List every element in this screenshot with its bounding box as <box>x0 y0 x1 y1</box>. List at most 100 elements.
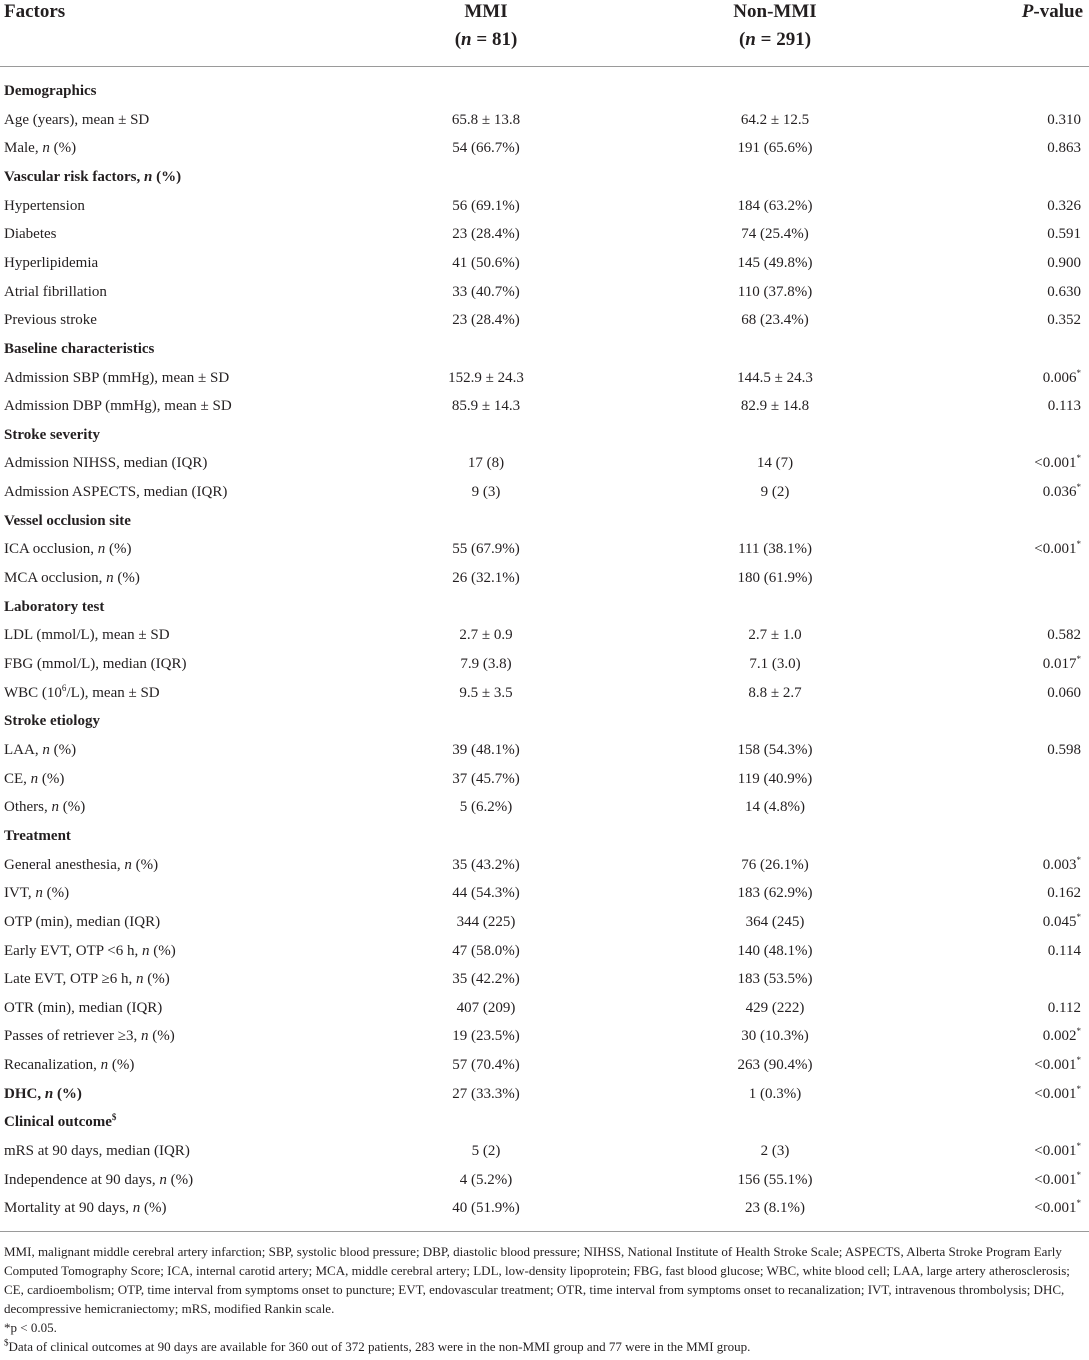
p-value: <0.001* <box>1034 1055 1081 1074</box>
table-row: Independence at 90 days, n (%) 4 (5.2%) 15… <box>0 1166 1089 1195</box>
factor-label: Previous stroke <box>4 312 97 329</box>
mmi-value: 40 (51.9%) <box>452 1200 520 1217</box>
p-value: 0.017* <box>1042 654 1081 673</box>
section-header-row: Stroke etiology <box>0 707 1089 736</box>
header-mmi-n-symbol: n <box>461 29 472 50</box>
factor-label: CE, n (%) <box>4 770 65 787</box>
non-mmi-value: 68 (23.4%) <box>741 312 809 329</box>
factor-label: Independence at 90 days, n (%) <box>4 1171 194 1188</box>
mmi-value: 54 (66.7%) <box>452 140 520 157</box>
factor-label: Diabetes <box>4 226 57 243</box>
factor-label: Early EVT, OTP <6 h, n (%) <box>4 942 176 959</box>
factor-label: Admission NIHSS, median (IQR) <box>4 455 208 472</box>
non-mmi-value: 156 (55.1%) <box>737 1171 813 1188</box>
p-value: 0.598 <box>1047 741 1081 758</box>
mmi-value: 33 (40.7%) <box>452 283 520 300</box>
non-mmi-value: 263 (90.4%) <box>737 1057 813 1074</box>
section-header-row: Stroke severity <box>0 421 1089 450</box>
table-row: General anesthesia, n (%) 35 (43.2%) 76 (2… <box>0 851 1089 880</box>
footnote-clinical-outcomes: $Data of clinical outcomes at 90 days ar… <box>4 1337 1086 1356</box>
table-row: Others, n (%) 5 (6.2%) 14 (4.8%) <box>0 793 1089 822</box>
non-mmi-value: 14 (4.8%) <box>745 799 805 816</box>
mmi-value: 35 (42.2%) <box>452 971 520 988</box>
p-value: 0.003* <box>1042 854 1081 873</box>
non-mmi-value: 74 (25.4%) <box>741 226 809 243</box>
section-header-row: Vessel occlusion site <box>0 507 1089 536</box>
table-row: Admission DBP (mmHg), mean ± SD 85.9 ± 14… <box>0 392 1089 421</box>
section-header-row: Demographics <box>0 77 1089 106</box>
non-mmi-value: 183 (53.5%) <box>737 971 813 988</box>
mmi-value: 27 (33.3%) <box>452 1085 520 1102</box>
p-value: 0.591 <box>1047 226 1081 243</box>
non-mmi-value: 64.2 ± 12.5 <box>740 111 810 128</box>
table-footnotes: MMI, malignant middle cerebral artery in… <box>4 1242 1086 1356</box>
non-mmi-value: 111 (38.1%) <box>738 541 812 558</box>
section-label: Baseline characteristics <box>4 340 155 357</box>
factor-label: FBG (mmol/L), median (IQR) <box>4 656 187 672</box>
p-value: 0.582 <box>1047 627 1081 644</box>
factor-label: MCA occlusion, n (%) <box>4 570 140 587</box>
p-value: 0.002* <box>1042 1026 1081 1045</box>
non-mmi-value: 8.8 ± 2.7 <box>748 684 802 701</box>
table-row: Mortality at 90 days, n (%) 40 (51.9%) 23 … <box>0 1194 1089 1223</box>
table-row: mRS at 90 days, median (IQR) 5 (2) 2 (3) <0… <box>0 1137 1089 1166</box>
section-label: Stroke etiology <box>4 713 100 730</box>
table-row: FBG (mmol/L), median (IQR) 7.9 (3.8) 7.1 (… <box>0 650 1089 679</box>
header-mmi-label: MMI <box>464 1 508 22</box>
p-value: 0.045* <box>1042 911 1081 930</box>
section-label: Laboratory test <box>4 598 105 615</box>
non-mmi-value: 158 (54.3%) <box>737 741 813 758</box>
header-factors: Factors <box>4 1 66 22</box>
non-mmi-value: 1 (0.3%) <box>748 1085 802 1102</box>
factor-label: Hyperlipidemia <box>4 254 99 271</box>
p-value: 0.310 <box>1047 111 1081 128</box>
footnote-abbreviations: MMI, malignant middle cerebral artery in… <box>4 1244 1070 1316</box>
table-row: Admission SBP (mmHg), mean ± SD 152.9 ± 2… <box>0 364 1089 393</box>
non-mmi-value: 9 (2) <box>760 484 790 501</box>
section-header-row: Vascular risk factors, n (%) <box>0 163 1089 192</box>
table-row: Previous stroke 23 (28.4%) 68 (23.4%) 0.352 <box>0 306 1089 335</box>
mmi-value: 23 (28.4%) <box>452 312 520 329</box>
non-mmi-value: 2 (3) <box>760 1143 790 1160</box>
mmi-value: 9.5 ± 3.5 <box>459 684 513 701</box>
non-mmi-value: 14 (7) <box>756 455 794 472</box>
factor-label: General anesthesia, n (%) <box>4 856 159 873</box>
mmi-value: 19 (23.5%) <box>452 1028 520 1045</box>
mmi-value: 9 (3) <box>471 484 501 501</box>
footnote-dollar-mark: $ <box>4 1337 9 1348</box>
mmi-value: 344 (225) <box>456 913 516 930</box>
non-mmi-value: 140 (48.1%) <box>737 942 813 959</box>
section-label: Vascular risk factors, n (%) <box>4 168 182 185</box>
mmi-value: 65.8 ± 13.8 <box>451 111 521 128</box>
table-row: DHC, n (%) 27 (33.3%) 1 (0.3%) <0.001* <box>0 1080 1089 1109</box>
factor-label: ICA occlusion, n (%) <box>4 541 132 558</box>
table-row: CE, n (%) 37 (45.7%) 119 (40.9%) <box>0 765 1089 794</box>
mmi-value: 55 (67.9%) <box>452 541 520 558</box>
factor-label: Recanalization, n (%) <box>4 1057 135 1074</box>
mmi-value: 407 (209) <box>456 999 516 1016</box>
mmi-value: 56 (69.1%) <box>452 197 520 214</box>
mmi-value: 41 (50.6%) <box>452 254 520 271</box>
factor-label: DHC, n (%) <box>4 1085 82 1102</box>
factor-label: WBC (106/L), mean ± SD <box>4 682 160 701</box>
non-mmi-value: 364 (245) <box>745 913 805 930</box>
non-mmi-value: 145 (49.8%) <box>737 254 813 271</box>
section-header-row: Baseline characteristics <box>0 335 1089 364</box>
non-mmi-value: 183 (62.9%) <box>737 885 813 902</box>
table-row: Diabetes 23 (28.4%) 74 (25.4%) 0.591 <box>0 220 1089 249</box>
non-mmi-value: 110 (37.8%) <box>737 283 813 300</box>
header-pvalue: P-value <box>1022 0 1083 26</box>
p-value: <0.001* <box>1034 539 1081 558</box>
table-row: Admission NIHSS, median (IQR) 17 (8) 14 (7… <box>0 449 1089 478</box>
p-value: <0.001* <box>1034 1141 1081 1160</box>
factor-label: Age (years), mean ± SD <box>4 111 150 128</box>
factor-label: Atrial fibrillation <box>4 283 107 300</box>
header-non-mmi-label: Non-MMI <box>733 1 817 22</box>
table-row: Recanalization, n (%) 57 (70.4%) 263 (90.4… <box>0 1051 1089 1080</box>
p-value: <0.001* <box>1034 1083 1081 1102</box>
factor-label: Others, n (%) <box>4 799 86 816</box>
p-value: 0.352 <box>1047 312 1081 329</box>
p-value: 0.162 <box>1047 885 1081 902</box>
p-value: 0.060 <box>1047 684 1081 701</box>
